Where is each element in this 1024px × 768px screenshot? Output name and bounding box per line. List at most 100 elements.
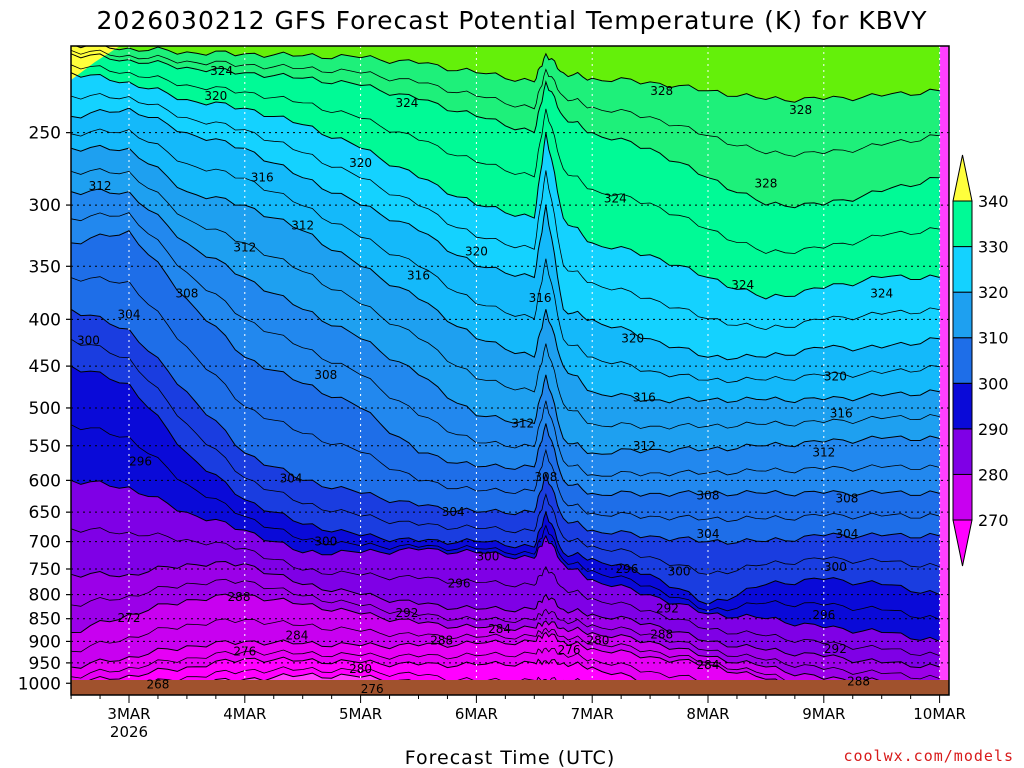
contour-label-324: 324 — [210, 64, 233, 78]
contour-line-308 — [71, 230, 940, 497]
grid-layer — [71, 46, 949, 695]
x-tick-label-7MAR: 7MAR — [571, 705, 614, 723]
contour-label-320: 320 — [465, 244, 488, 258]
colorbar-max-arrow — [952, 154, 973, 202]
contour-label-308: 308 — [314, 368, 337, 382]
x-tick-label-3MAR: 3MAR — [107, 705, 150, 723]
contour-label-320: 320 — [204, 89, 227, 103]
contour-label-300: 300 — [77, 334, 100, 348]
x-tick-label-4MAR: 4MAR — [223, 705, 266, 723]
contour-label-288: 288 — [430, 634, 453, 648]
contour-label-312: 312 — [233, 241, 256, 255]
contour-label-304: 304 — [118, 307, 141, 321]
contour-label-328: 328 — [754, 176, 777, 190]
contour-line-290 — [71, 578, 940, 680]
y-tick-label-700: 700 — [29, 533, 61, 553]
contour-label-288: 288 — [228, 590, 251, 604]
contour-label-300: 300 — [668, 565, 691, 579]
contour-line-314 — [71, 168, 940, 430]
colorbar-swatch-280 — [952, 428, 973, 475]
colorbar: 270 280 290 300 310 320 330 340 — [952, 154, 1009, 567]
colorbar-swatch-270 — [952, 473, 973, 521]
contour-label-308: 308 — [175, 287, 198, 301]
contour-label-276: 276 — [233, 644, 256, 658]
contour-label-284: 284 — [697, 658, 720, 672]
fill-band-above-336 — [71, 46, 120, 80]
y-tick-label-650: 650 — [29, 503, 61, 523]
contour-label-316: 316 — [407, 268, 430, 282]
colorbar-tick-310: 310 — [978, 329, 1009, 348]
contour-label-320: 320 — [349, 156, 372, 170]
colorbar-swatch-330 — [952, 200, 973, 248]
contour-label-layer: 324 320 324 328 328 320 316 312 328 324 312 312 320 3… — [77, 64, 893, 696]
surface-ground — [71, 680, 949, 695]
contour-label-280: 280 — [349, 662, 372, 676]
contour-label-312: 312 — [633, 439, 656, 453]
contour-label-296: 296 — [129, 454, 152, 468]
contour-line-294 — [71, 527, 940, 657]
contour-label-324: 324 — [870, 287, 893, 301]
contour-label-316: 316 — [830, 406, 853, 420]
contour-line-322 — [71, 93, 940, 331]
contour-label-308: 308 — [697, 488, 720, 502]
contour-label-276: 276 — [558, 643, 581, 657]
contour-line-296 — [71, 479, 940, 642]
contour-label-328: 328 — [789, 103, 812, 117]
source-credit: coolwx.com/models — [843, 747, 1014, 765]
y-tick-label-1000: 1000 — [18, 674, 61, 694]
contour-label-272: 272 — [118, 611, 141, 625]
fill-band-332 — [71, 46, 940, 103]
y-tick-label-900: 900 — [29, 632, 61, 652]
contour-line-320 — [71, 107, 940, 361]
y-tick-label-750: 750 — [29, 560, 61, 580]
contour-line-328 — [71, 53, 940, 209]
contour-line-300 — [71, 365, 940, 605]
y-tick-label-800: 800 — [29, 586, 61, 606]
contour-label-308: 308 — [836, 491, 859, 505]
contour-label-292: 292 — [656, 601, 679, 615]
plot-frame — [70, 45, 950, 696]
colorbar-tick-270: 270 — [978, 511, 1009, 530]
x-axis-label: Forecast Time (UTC) — [405, 747, 615, 768]
x-tick-label-8MAR: 8MAR — [686, 705, 729, 723]
colorbar-tick-280: 280 — [978, 465, 1009, 484]
contour-label-292: 292 — [824, 642, 847, 656]
contour-label-308: 308 — [534, 470, 557, 484]
y-tick-label-300: 300 — [29, 196, 61, 216]
contour-label-312: 312 — [291, 219, 314, 233]
contour-label-292: 292 — [395, 606, 418, 620]
y-tick-label-600: 600 — [29, 471, 61, 491]
contour-line-310 — [71, 212, 940, 477]
contour-line-330 — [71, 49, 940, 157]
contour-line-312 — [71, 188, 940, 455]
contour-label-324: 324 — [395, 96, 418, 110]
contour-label-288: 288 — [847, 674, 870, 688]
contour-label-304: 304 — [442, 505, 465, 519]
contour-line-292 — [71, 560, 940, 669]
contour-label-316: 316 — [529, 291, 552, 305]
colorbar-tick-340: 340 — [978, 192, 1009, 211]
x-tick-label-5MAR: 5MAR — [339, 705, 382, 723]
contour-label-304: 304 — [280, 471, 303, 485]
contour-label-300: 300 — [477, 550, 500, 564]
contour-label-312: 312 — [812, 445, 835, 459]
contour-label-296: 296 — [448, 577, 471, 591]
contour-label-296: 296 — [615, 562, 638, 576]
contour-label-324: 324 — [731, 278, 754, 292]
contour-label-284: 284 — [285, 629, 308, 643]
contour-label-316: 316 — [251, 171, 274, 185]
colorbar-tick-300: 300 — [978, 374, 1009, 393]
contour-line-332 — [74, 46, 940, 103]
contour-line-288 — [71, 593, 940, 688]
contour-label-300: 300 — [824, 560, 847, 574]
colorbar-min-arrow — [952, 519, 973, 567]
chart-title: 2026030212 GFS Forecast Potential Temper… — [97, 6, 928, 35]
contour-label-304: 304 — [697, 527, 720, 541]
contour-label-268: 268 — [146, 677, 169, 691]
y-tick-label-400: 400 — [29, 310, 61, 330]
y-tick-label-500: 500 — [29, 399, 61, 419]
y-tick-label-250: 250 — [29, 124, 61, 144]
temperature-fill-layer — [71, 46, 949, 695]
colorbar-tick-290: 290 — [978, 420, 1009, 439]
